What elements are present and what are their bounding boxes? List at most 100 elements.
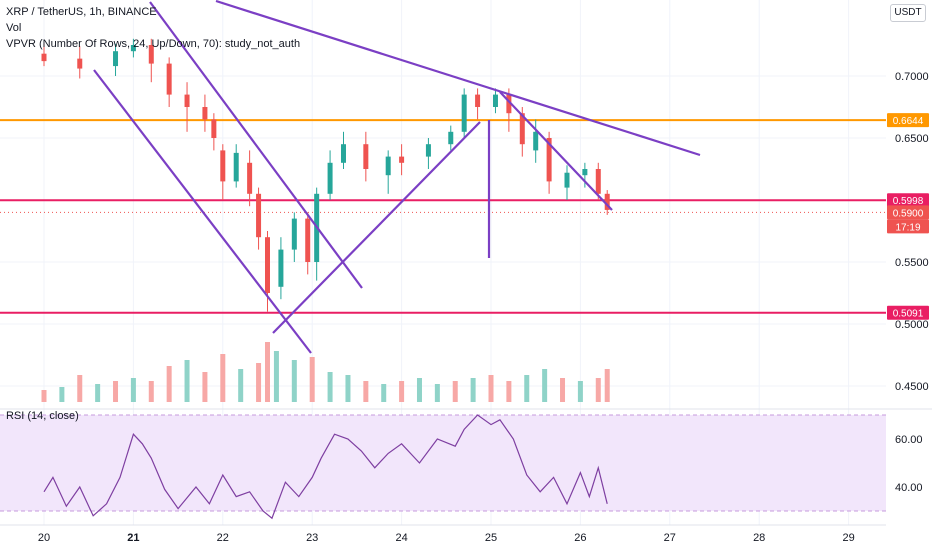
price-badge bbox=[887, 193, 929, 208]
volume-bar bbox=[577, 381, 583, 402]
candle-body bbox=[220, 150, 226, 182]
rsi-band-fill bbox=[0, 415, 886, 511]
candle-body bbox=[448, 131, 454, 145]
volume-bar bbox=[470, 378, 476, 402]
x-tick-label: 28 bbox=[753, 532, 765, 544]
candle-body bbox=[148, 45, 154, 64]
candle-body bbox=[278, 249, 284, 287]
candle-body bbox=[385, 156, 391, 176]
volume-bar bbox=[381, 384, 387, 402]
candle-body bbox=[233, 152, 239, 182]
volume-bar bbox=[273, 351, 279, 402]
y-tick-label: 0.4500 bbox=[895, 381, 929, 393]
candle-body bbox=[113, 51, 119, 67]
volume-bar bbox=[327, 372, 333, 402]
volume-bars bbox=[41, 342, 610, 402]
x-tick-label: 23 bbox=[306, 532, 318, 544]
candle-body bbox=[327, 162, 333, 194]
horizontal-levels[interactable] bbox=[0, 119, 886, 314]
candle-body bbox=[184, 94, 190, 107]
trendline[interactable] bbox=[93, 69, 312, 354]
volume-bar bbox=[291, 360, 297, 402]
candle-body bbox=[461, 94, 467, 132]
x-tick-label: 22 bbox=[217, 532, 229, 544]
x-tick-label: 20 bbox=[38, 532, 50, 544]
candle-body bbox=[582, 169, 588, 176]
candle-body bbox=[247, 162, 253, 194]
candle-body bbox=[305, 218, 311, 262]
vpvr-legend: VPVR (Number Of Rows, 24, Up/Down, 70): … bbox=[6, 38, 301, 50]
volume-bar bbox=[345, 375, 351, 402]
volume-bar bbox=[604, 369, 610, 402]
candle-body bbox=[340, 144, 346, 163]
candle-body bbox=[506, 94, 512, 114]
candle-body bbox=[291, 218, 297, 250]
y-tick-label: 0.5000 bbox=[895, 319, 929, 331]
volume-bar bbox=[309, 357, 315, 402]
symbol-title: XRP / TetherUS, 1h, BINANCE bbox=[6, 6, 157, 18]
volume-bar bbox=[488, 375, 494, 402]
trendline[interactable] bbox=[215, 0, 701, 157]
volume-bar bbox=[416, 378, 422, 402]
rsi-tick-label: 40.00 bbox=[895, 482, 923, 494]
volume-bar bbox=[452, 381, 458, 402]
volume-bar bbox=[265, 342, 270, 402]
x-tick-label: 21 bbox=[127, 532, 139, 544]
candle-body bbox=[595, 169, 601, 194]
candle-body bbox=[265, 237, 270, 293]
candle-body bbox=[166, 63, 172, 95]
rsi-tick-label: 60.00 bbox=[895, 434, 923, 446]
trendline[interactable] bbox=[272, 121, 481, 334]
volume-bar bbox=[434, 384, 440, 402]
price-badge bbox=[887, 219, 929, 234]
volume-bar bbox=[220, 354, 226, 402]
candle-body bbox=[425, 144, 431, 157]
price-badge-label: 0.5998 bbox=[893, 196, 924, 207]
volume-bar bbox=[166, 366, 172, 402]
volume-bar bbox=[256, 363, 262, 402]
candle-body bbox=[363, 144, 369, 169]
x-tick-label: 25 bbox=[485, 532, 497, 544]
candle-body bbox=[211, 119, 217, 138]
volume-bar bbox=[524, 375, 530, 402]
volume-bar bbox=[113, 381, 119, 402]
candle-body bbox=[533, 131, 539, 151]
candle-body bbox=[399, 156, 405, 163]
trendlines[interactable] bbox=[93, 0, 701, 354]
volume-bar bbox=[41, 390, 47, 402]
volume-bar bbox=[542, 369, 548, 402]
rsi-pane bbox=[0, 414, 886, 520]
price-badge-label: 0.5091 bbox=[893, 309, 924, 320]
x-tick-label: 29 bbox=[842, 532, 854, 544]
y-tick-label: 0.6500 bbox=[895, 133, 929, 145]
volume-bar bbox=[77, 375, 83, 402]
candle-body bbox=[519, 113, 525, 145]
trendline[interactable] bbox=[149, 1, 363, 289]
price-badge-label: 0.5900 bbox=[893, 208, 924, 219]
candle-body bbox=[256, 193, 262, 238]
candle-body bbox=[564, 172, 570, 188]
y-tick-label: 0.5500 bbox=[895, 257, 929, 269]
volume-bar bbox=[595, 378, 601, 402]
x-tick-label: 24 bbox=[395, 532, 407, 544]
volume-bar bbox=[95, 384, 101, 402]
candle-body bbox=[604, 193, 610, 210]
volume-bar bbox=[238, 369, 244, 402]
currency-badge[interactable]: USDT bbox=[890, 4, 926, 22]
candle-body bbox=[546, 138, 552, 182]
price-badge bbox=[887, 305, 929, 320]
volume-bar bbox=[560, 378, 566, 402]
axes: 20 21 22 23 24 25 26 27 28 290.70000.65000.55000.… bbox=[38, 71, 929, 544]
volume-bar bbox=[130, 378, 136, 402]
price-badge-label: 0.6644 bbox=[893, 116, 924, 127]
volume-bar bbox=[363, 381, 369, 402]
candle-body bbox=[202, 107, 208, 120]
candle-body bbox=[475, 94, 481, 107]
x-tick-label: 26 bbox=[574, 532, 586, 544]
candle-body bbox=[130, 45, 136, 52]
trendline[interactable] bbox=[499, 91, 613, 211]
candle-body bbox=[77, 58, 83, 69]
volume-bar bbox=[399, 381, 405, 402]
